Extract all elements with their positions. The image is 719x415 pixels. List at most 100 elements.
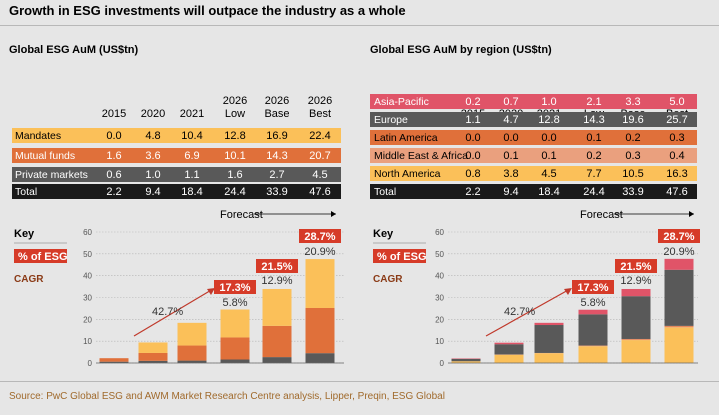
left-chart-bar-mandates [305, 259, 335, 308]
right-chart-ytick-label: 20 [435, 315, 444, 324]
right-table-cell: 33.9 [622, 186, 643, 198]
left-chart-bar-mutual-funds [177, 345, 207, 361]
left-table-row-mutual-funds [12, 148, 341, 163]
right-table-cell: 2.2 [465, 186, 480, 198]
left-chart-ytick-label: 40 [83, 272, 92, 281]
left-chart-share-label: 21.5% [261, 261, 292, 273]
left-table-col-header: 2026 [265, 95, 289, 107]
left-table-cell: 12.8 [224, 130, 245, 142]
right-chart-share-badge [658, 229, 700, 243]
left-chart-bar-private-markets [177, 360, 207, 363]
right-table-row-north-america [370, 166, 697, 181]
right-table-cell: 0.3 [625, 150, 640, 162]
left-chart-bar-private-markets [262, 357, 292, 363]
right-table-cell: 3.3 [625, 96, 640, 108]
right-chart-ytick-label: 0 [440, 359, 445, 368]
right-chart-bar-north-america [494, 354, 524, 363]
right-table-row-total [370, 184, 697, 199]
left-table-col-header: 2021 [180, 108, 204, 120]
left-chart-key-share-badge [14, 249, 67, 263]
right-table-cell: 16.3 [666, 168, 687, 180]
left-table-cell: 47.6 [309, 186, 330, 198]
page-title: Growth in ESG investments will outpace t… [9, 3, 406, 18]
left-chart-ytick-label: 50 [83, 250, 92, 259]
left-chart-key-share-label: % of ESG [18, 251, 68, 263]
right-table-row-middle-east-africa [370, 148, 697, 163]
right-chart-bar-europe [494, 344, 524, 355]
left-chart-bar-mutual-funds [220, 337, 250, 360]
right-table-cell: 12.8 [538, 114, 559, 126]
right-table-cell: 9.4 [503, 186, 518, 198]
left-table-cell: 33.9 [266, 186, 287, 198]
right-table-cell: 0.1 [541, 150, 556, 162]
left-chart-bar-private-markets [305, 353, 335, 363]
right-chart-ytick-label: 50 [435, 250, 444, 259]
left-table-row-total [12, 184, 341, 199]
left-table-title: Global ESG AuM (US$tn) [9, 44, 139, 56]
left-table-cell: 0.6 [106, 169, 121, 181]
left-table-cell: 18.4 [181, 186, 202, 198]
left-chart-bar-mutual-funds [262, 325, 292, 358]
left-table-row-label: Mutual funds [15, 150, 75, 162]
right-chart-key-cagr-label: CAGR [373, 274, 403, 285]
left-table-cell: 10.4 [181, 130, 202, 142]
left-table-cell: 0.0 [106, 130, 121, 142]
right-chart-share-label: 21.5% [620, 261, 651, 273]
left-chart-bar-mutual-funds [99, 358, 129, 362]
left-table-col-header: 2026 [223, 95, 247, 107]
right-chart-bar-europe [621, 296, 651, 339]
right-table-cell: 0.2 [465, 96, 480, 108]
right-chart-share-badge [572, 280, 614, 294]
left-table-cell: 9.4 [145, 186, 160, 198]
left-chart-bar-private-markets [99, 361, 129, 363]
right-chart-bar-north-america [451, 361, 481, 363]
right-table-cell: 0.0 [465, 150, 480, 162]
right-chart-ytick-label: 30 [435, 294, 444, 303]
right-table-cell: 0.0 [465, 132, 480, 144]
left-table-row-mandates [12, 128, 341, 143]
right-chart-bar-asia-pacific [494, 342, 524, 345]
right-table-cell: 1.1 [465, 114, 480, 126]
right-chart-bar-europe [664, 269, 694, 326]
forecast-arrowhead [689, 211, 694, 217]
left-table-cell: 10.1 [224, 150, 245, 162]
right-table-cell: 0.4 [669, 150, 684, 162]
right-chart-bar-asia-pacific [534, 322, 564, 326]
forecast-label: Forecast [580, 209, 623, 221]
right-chart-cagr-label: 20.9% [663, 246, 694, 258]
right-chart-bar-north-america [621, 340, 651, 363]
right-chart-bar-asia-pacific [621, 288, 651, 297]
left-chart-share-label: 28.7% [304, 231, 335, 243]
right-table-cell: 7.7 [586, 168, 601, 180]
right-table-row-asia-pacific [370, 94, 697, 109]
left-table-cell: 24.4 [224, 186, 245, 198]
right-chart-key-share-label: % of ESG [377, 251, 427, 263]
left-chart-bar-private-markets [138, 360, 168, 363]
right-chart-share-badge [615, 259, 657, 273]
right-table-cell: 4.5 [541, 168, 556, 180]
right-table-row-europe [370, 112, 697, 127]
left-chart-bar-mandates [177, 322, 207, 346]
right-table-cell: 14.3 [583, 114, 604, 126]
left-chart-bar-private-markets [220, 359, 250, 363]
left-chart-bar-mandates [262, 288, 292, 326]
left-table-col-header: Best [309, 108, 331, 120]
right-chart-ytick-label: 40 [435, 272, 444, 281]
left-chart-key-title: Key [14, 228, 35, 240]
left-table-cell: 2.7 [269, 169, 284, 181]
right-chart-ytick-label: 60 [435, 228, 444, 237]
right-chart-key-share-badge [373, 249, 426, 263]
right-table-cell: 0.2 [625, 132, 640, 144]
right-table-cell: 4.7 [503, 114, 518, 126]
right-table-row-label: Middle East & Africa [374, 150, 468, 162]
right-chart-share-label: 28.7% [663, 231, 694, 243]
left-chart-cagr-hist-label: 42.7% [152, 306, 183, 318]
right-chart-bar-asia-pacific [578, 309, 608, 315]
left-chart-cagr-arrow [133, 288, 214, 337]
right-chart-ytick-label: 10 [435, 337, 444, 346]
left-chart-ytick-label: 20 [83, 315, 92, 324]
left-table-cell: 1.1 [184, 169, 199, 181]
left-chart-bar-mandates [220, 309, 250, 338]
left-table-cell: 20.7 [309, 150, 330, 162]
right-table-cell: 5.0 [669, 96, 684, 108]
